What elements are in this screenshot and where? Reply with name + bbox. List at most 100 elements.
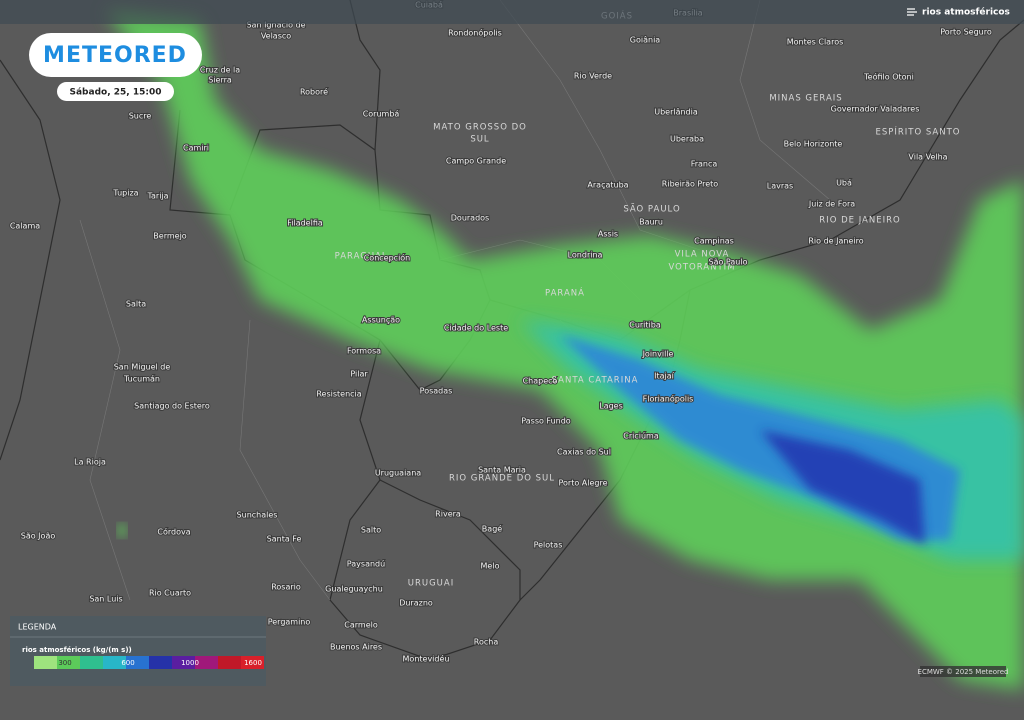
legend-tick: 1600 bbox=[244, 659, 262, 667]
city-label: Cruz de la bbox=[200, 66, 240, 75]
city-label: Salta bbox=[126, 300, 146, 309]
region-label: VILA NOVA bbox=[675, 250, 730, 260]
city-label: Porto Seguro bbox=[940, 28, 992, 37]
city-label: Juiz de Fora bbox=[808, 200, 855, 209]
legend-bar: 300 600 1000 1600 bbox=[34, 656, 264, 669]
city-label: San Luis bbox=[89, 595, 122, 604]
city-label: Santa Maria bbox=[478, 466, 526, 475]
legend-swatch bbox=[149, 656, 172, 669]
city-label: Gualeguaychu bbox=[325, 585, 383, 594]
city-label: Bermejo bbox=[153, 232, 186, 241]
legend-swatch bbox=[103, 656, 126, 669]
legend-swatch bbox=[34, 656, 57, 669]
city-label: Montes Claros bbox=[787, 38, 844, 47]
city-label: San Miguel de bbox=[114, 363, 171, 372]
legend-swatch bbox=[195, 656, 218, 669]
city-label: Sucre bbox=[129, 112, 152, 121]
region-label: PARAGUAI bbox=[335, 252, 386, 262]
credit-box bbox=[920, 666, 1006, 677]
legend-title: LEGENDA bbox=[18, 623, 57, 632]
region-label: VOTORANTIM bbox=[668, 263, 735, 273]
city-label: Rondonópolis bbox=[448, 28, 502, 38]
legend-subtitle: rios atmosféricos (kg/(m s)) bbox=[22, 646, 132, 654]
city-label: Rio Verde bbox=[574, 72, 612, 81]
city-label: Criciúma bbox=[623, 432, 659, 441]
city-label: São João bbox=[21, 532, 56, 541]
city-label: Porto Alegre bbox=[558, 479, 607, 488]
city-label: Assunção bbox=[362, 316, 400, 325]
legend-tick: 600 bbox=[121, 659, 134, 667]
city-label: Formosa bbox=[347, 347, 381, 356]
city-label: Rivera bbox=[435, 510, 461, 519]
city-label: Pergamino bbox=[268, 618, 311, 627]
city-label: Bagé bbox=[482, 524, 502, 534]
city-label: Rio de Janeiro bbox=[808, 237, 863, 246]
layer-name: rios atmosféricos bbox=[922, 7, 1010, 18]
city-label: Uruguaiana bbox=[375, 469, 421, 478]
layer-icon bbox=[907, 8, 917, 16]
city-label: Uberaba bbox=[670, 135, 704, 144]
city-label: Velasco bbox=[261, 32, 291, 41]
region-label: RIO DE JANEIRO bbox=[819, 216, 900, 226]
city-label: Chapecó bbox=[523, 376, 558, 386]
city-label: Córdova bbox=[157, 527, 190, 537]
city-label: Campinas bbox=[694, 237, 734, 246]
city-label: Rosario bbox=[271, 583, 301, 592]
city-label: Rio Cuarto bbox=[149, 589, 191, 598]
region-label: PARANÁ bbox=[545, 287, 585, 299]
city-label: Curitiba bbox=[629, 321, 661, 330]
city-label: São Paulo bbox=[709, 258, 748, 267]
city-label: Ubá bbox=[836, 179, 852, 188]
legend: LEGENDA rios atmosféricos (kg/(m s)) 300… bbox=[10, 616, 266, 686]
city-label: Tarija bbox=[146, 192, 168, 201]
city-label: Santa Fe bbox=[267, 535, 302, 544]
city-label: Buenos Aires bbox=[330, 643, 382, 652]
city-label: Durazno bbox=[399, 599, 433, 608]
city-label: Resistencia bbox=[316, 390, 361, 399]
city-label: Carmelo bbox=[344, 621, 378, 630]
legend-tick: 1000 bbox=[181, 659, 199, 667]
legend-swatch bbox=[172, 656, 195, 669]
city-label: Passo Fundo bbox=[521, 417, 571, 426]
logo-pill bbox=[29, 33, 202, 77]
region-label: MINAS GERAIS bbox=[769, 94, 842, 104]
city-label: Corumbá bbox=[363, 110, 400, 119]
city-label: Florianópolis bbox=[643, 394, 694, 404]
city-label: Paysandú bbox=[347, 560, 385, 569]
city-label: Teófilo Otoni bbox=[863, 72, 914, 82]
region-label: ESPÍRITO SANTO bbox=[875, 126, 960, 138]
date-pill bbox=[57, 82, 174, 101]
region-label: MATO GROSSO DO bbox=[433, 123, 527, 133]
top-bar bbox=[0, 0, 1024, 24]
city-label: Bauru bbox=[639, 218, 663, 227]
city-label: Pelotas bbox=[534, 541, 563, 550]
city-label: Tucumán bbox=[123, 375, 160, 384]
city-label: Pilar bbox=[350, 370, 368, 379]
city-label: Belo Horizonte bbox=[784, 140, 843, 149]
legend-box bbox=[10, 616, 266, 686]
city-label: Sunchales bbox=[237, 511, 278, 520]
city-label: Assis bbox=[598, 230, 618, 239]
region-label: RIO GRANDE DO SUL bbox=[449, 474, 555, 484]
city-label: Sierra bbox=[208, 76, 232, 85]
city-label: Montevidéu bbox=[403, 654, 450, 664]
atmospheric-river bbox=[105, 10, 1024, 690]
city-label: Vila Velha bbox=[908, 153, 947, 162]
city-label: Joinville bbox=[642, 350, 674, 359]
region-label: URUGUAI bbox=[408, 579, 454, 589]
city-label: Lages bbox=[599, 402, 623, 411]
legend-tick: 300 bbox=[58, 659, 71, 667]
legend-swatch bbox=[57, 656, 80, 669]
city-label: Franca bbox=[691, 160, 718, 169]
city-label: Tupiza bbox=[112, 189, 138, 198]
city-label: Melo bbox=[481, 562, 500, 571]
city-label: Roboré bbox=[300, 87, 328, 97]
city-label: Cidade do Leste bbox=[444, 324, 508, 333]
region-label: SANTA CATARINA bbox=[552, 376, 639, 386]
legend-swatch bbox=[241, 656, 264, 669]
city-label: Goiânia bbox=[630, 36, 661, 45]
city-label: Camiri bbox=[183, 144, 209, 153]
